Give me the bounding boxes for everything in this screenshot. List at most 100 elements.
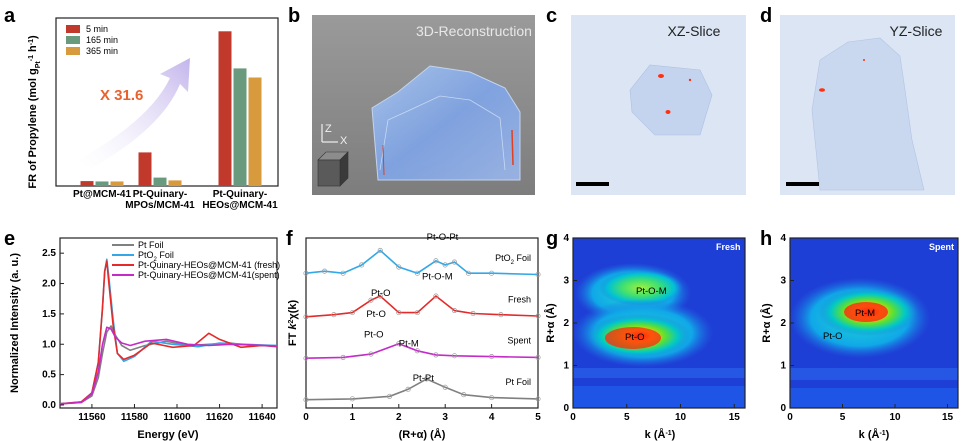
spectra-lines: [59, 258, 278, 405]
spectrum-line: [59, 258, 278, 405]
ft-data-point: [396, 264, 402, 270]
panel-e-xlabel: Energy (eV): [137, 429, 198, 441]
legend-label: PtO2 Foil: [138, 250, 174, 263]
panel-e-label: e: [4, 228, 15, 250]
annotation-pt-o: Pt-O: [823, 331, 843, 342]
ft-data-point: [414, 270, 420, 276]
y-tick-label: 2: [780, 318, 786, 329]
bar-165-min: [233, 68, 247, 186]
panel-g-label: g: [546, 228, 558, 250]
panel-h-ylabel: R+α (Å): [760, 303, 773, 343]
panel-h-label: h: [760, 228, 772, 250]
panel-b-label: b: [288, 5, 300, 27]
bond-annotation: Pt-O-M: [422, 271, 453, 282]
panel-f-ylabel: FT k2χ(k): [287, 300, 299, 347]
x-tick-label: 5: [624, 412, 630, 423]
ft-data-point: [349, 396, 355, 402]
panel-h-ticks: 0 5 10 15 0 1 2 3 4: [780, 233, 953, 423]
spent-wavelet-map: [790, 238, 958, 408]
panel-a-frame: [55, 17, 279, 187]
ft-data-point: [303, 397, 309, 403]
x-tick-label: 11640: [248, 412, 276, 423]
ft-data-point: [465, 270, 471, 276]
xz-slice-title: XZ-Slice: [668, 23, 721, 39]
ft-data-point: [331, 312, 337, 318]
category-label: Pt-Quinary-: [133, 189, 187, 200]
ft-data-point: [470, 310, 476, 317]
increase-arrow-icon: [78, 58, 190, 168]
x-tick-label: 5: [535, 412, 541, 423]
panel-e-ticks: 11560 11580 11600 11620 11640 0.0 0.5 1.0 1.5 2.0…: [42, 248, 276, 423]
xz-slice-section: [629, 64, 713, 136]
ft-data-point: [489, 354, 495, 360]
trace-label: Fresh: [508, 294, 531, 304]
ft-data-point: [451, 308, 458, 314]
ft-data-point: [414, 348, 420, 354]
ft-data-point: [424, 376, 430, 382]
ft-data-point: [405, 386, 411, 392]
fresh-wavelet-map: [573, 238, 745, 408]
ft-data-point: [359, 262, 365, 268]
bar-5-min: [218, 31, 232, 186]
panel-g-ticks: 0 5 10 15 0 1 2 3 4: [563, 233, 740, 423]
svg-text:Z: Z: [325, 123, 332, 135]
ft-data-point: [489, 270, 495, 276]
ft-data-point: [396, 310, 402, 316]
bond-annotation: Pt-Pt: [413, 373, 434, 384]
annotation-pt-o: Pt-O: [625, 332, 645, 343]
x-tick-label: 15: [942, 412, 954, 423]
crystal-volume: [371, 65, 521, 181]
yz-slice-section: [811, 37, 925, 191]
y-tick-label: 4: [780, 233, 786, 244]
ft-data-point: [340, 354, 346, 360]
y-tick-label: 0: [563, 403, 569, 414]
ft-data-point: [377, 247, 383, 253]
ft-data-point: [535, 313, 541, 319]
legend-label: 165 min: [86, 35, 118, 45]
ft-data-point: [303, 314, 309, 320]
category-label: Pt-Quinary-: [213, 189, 267, 200]
x-tick-label: 10: [675, 412, 687, 423]
ratio-annotation: X 31.6: [100, 87, 143, 104]
trace-label: Spent: [508, 336, 532, 346]
ft-data-point: [414, 310, 420, 316]
panel-d: d YZ-Slice: [760, 5, 955, 195]
bond-annotation: Pt-O-Pt: [427, 232, 459, 243]
y-tick-label: 2: [563, 318, 569, 329]
ft-trace: [305, 342, 539, 359]
panel-a-ylabel: FR of Propylene (mol gPt-1 h-1): [27, 35, 42, 189]
y-tick-label: 0: [780, 403, 786, 414]
ft-data-point: [498, 312, 504, 318]
legend-label: 365 min: [86, 46, 118, 56]
panel-h-xlabel: k (Å-1): [859, 428, 890, 441]
panel-f-xlabel: (R+α) (Å): [399, 428, 446, 441]
bar-5-min: [138, 152, 152, 186]
spent-tag: Spent: [929, 242, 954, 252]
category-labels: Pt@MCM-41 Pt-Quinary-MPOs/MCM-41Pt-Quinar…: [73, 189, 278, 211]
ft-data-point: [442, 384, 448, 390]
x-tick-label: 11580: [121, 412, 149, 423]
panel-g-ylabel: R+α (Å): [544, 303, 557, 343]
spectrum-line: [59, 260, 278, 405]
bar-5-min: [80, 181, 94, 186]
x-tick-label: 11620: [206, 412, 234, 423]
trace-label: PtO2 Foil: [495, 253, 531, 266]
ft-data-point: [433, 258, 439, 264]
y-tick-label: 0.5: [42, 370, 56, 381]
y-tick-label: 1: [563, 361, 569, 372]
x-tick-label: 0: [570, 412, 576, 423]
panel-e: e 11560 11580 11600 11620 11640 0.0 0.5 1.0 1.5 2…: [4, 228, 280, 441]
ft-trace: [305, 378, 539, 401]
scale-bar: [786, 182, 819, 186]
bar-165-min: [153, 177, 167, 186]
ft-data-point: [433, 352, 439, 358]
ft-trace: [305, 294, 539, 318]
bar-365-min: [110, 181, 124, 186]
panel-d-label: d: [760, 5, 772, 27]
x-tick-label: 3: [442, 412, 448, 423]
ft-data-point: [433, 293, 439, 299]
svg-text:FR of Propylene (mol gPt-1 h-1: FR of Propylene (mol gPt-1 h-1): [27, 35, 42, 189]
